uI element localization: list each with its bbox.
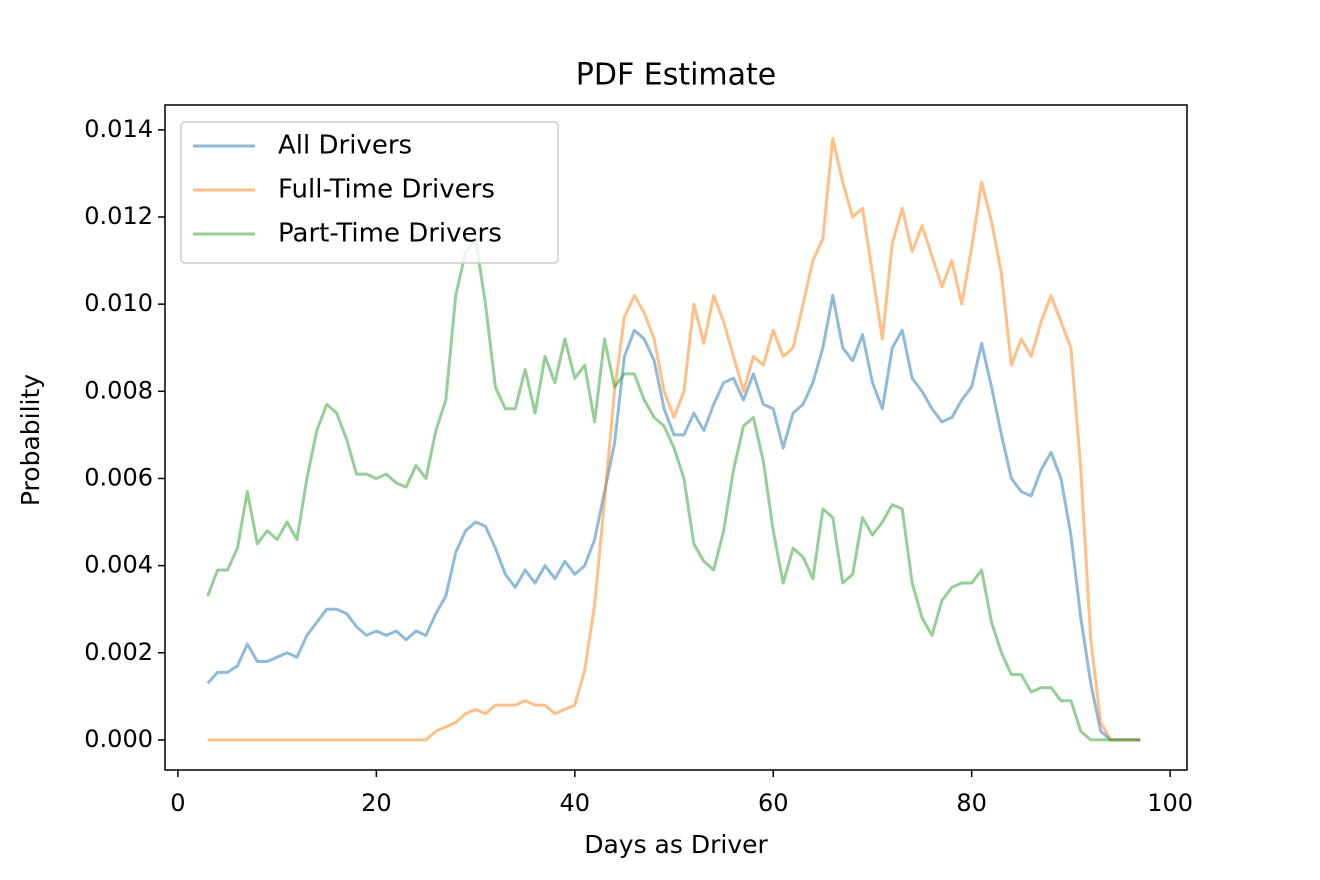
series-line bbox=[206, 293, 1141, 742]
y-tick-label: 0.010 bbox=[84, 289, 153, 317]
series-line bbox=[207, 137, 1141, 742]
x-tick-label: 0 bbox=[170, 789, 185, 817]
x-axis-label: Days as Driver bbox=[584, 830, 768, 859]
legend: All Drivers Full-Time Drivers Part-Time Dr… bbox=[180, 121, 559, 264]
x-tick-label: 100 bbox=[1147, 789, 1193, 817]
series-line bbox=[206, 237, 1141, 742]
legend-label: Full-Time Drivers bbox=[278, 175, 495, 205]
x-tick-label: 80 bbox=[956, 789, 987, 817]
plot-frame bbox=[164, 104, 1188, 771]
y-tick-label: 0.000 bbox=[84, 725, 153, 753]
y-tick-label: 0.002 bbox=[84, 638, 153, 666]
y-axis-label: Probability bbox=[16, 374, 45, 506]
x-tick-label: 40 bbox=[560, 789, 591, 817]
y-tick-label: 0.012 bbox=[84, 202, 153, 230]
y-tick-label: 0.004 bbox=[84, 551, 153, 579]
chart-title: PDF Estimate bbox=[576, 58, 777, 93]
legend-box bbox=[180, 121, 559, 264]
y-tick-label: 0.014 bbox=[84, 115, 153, 143]
legend-label: Part-Time Drivers bbox=[278, 219, 502, 249]
legend-label: All Drivers bbox=[278, 131, 412, 161]
x-tick-label: 60 bbox=[758, 789, 789, 817]
y-tick-label: 0.006 bbox=[84, 463, 153, 491]
x-tick-label: 20 bbox=[361, 789, 392, 817]
y-tick-label: 0.008 bbox=[84, 376, 153, 404]
